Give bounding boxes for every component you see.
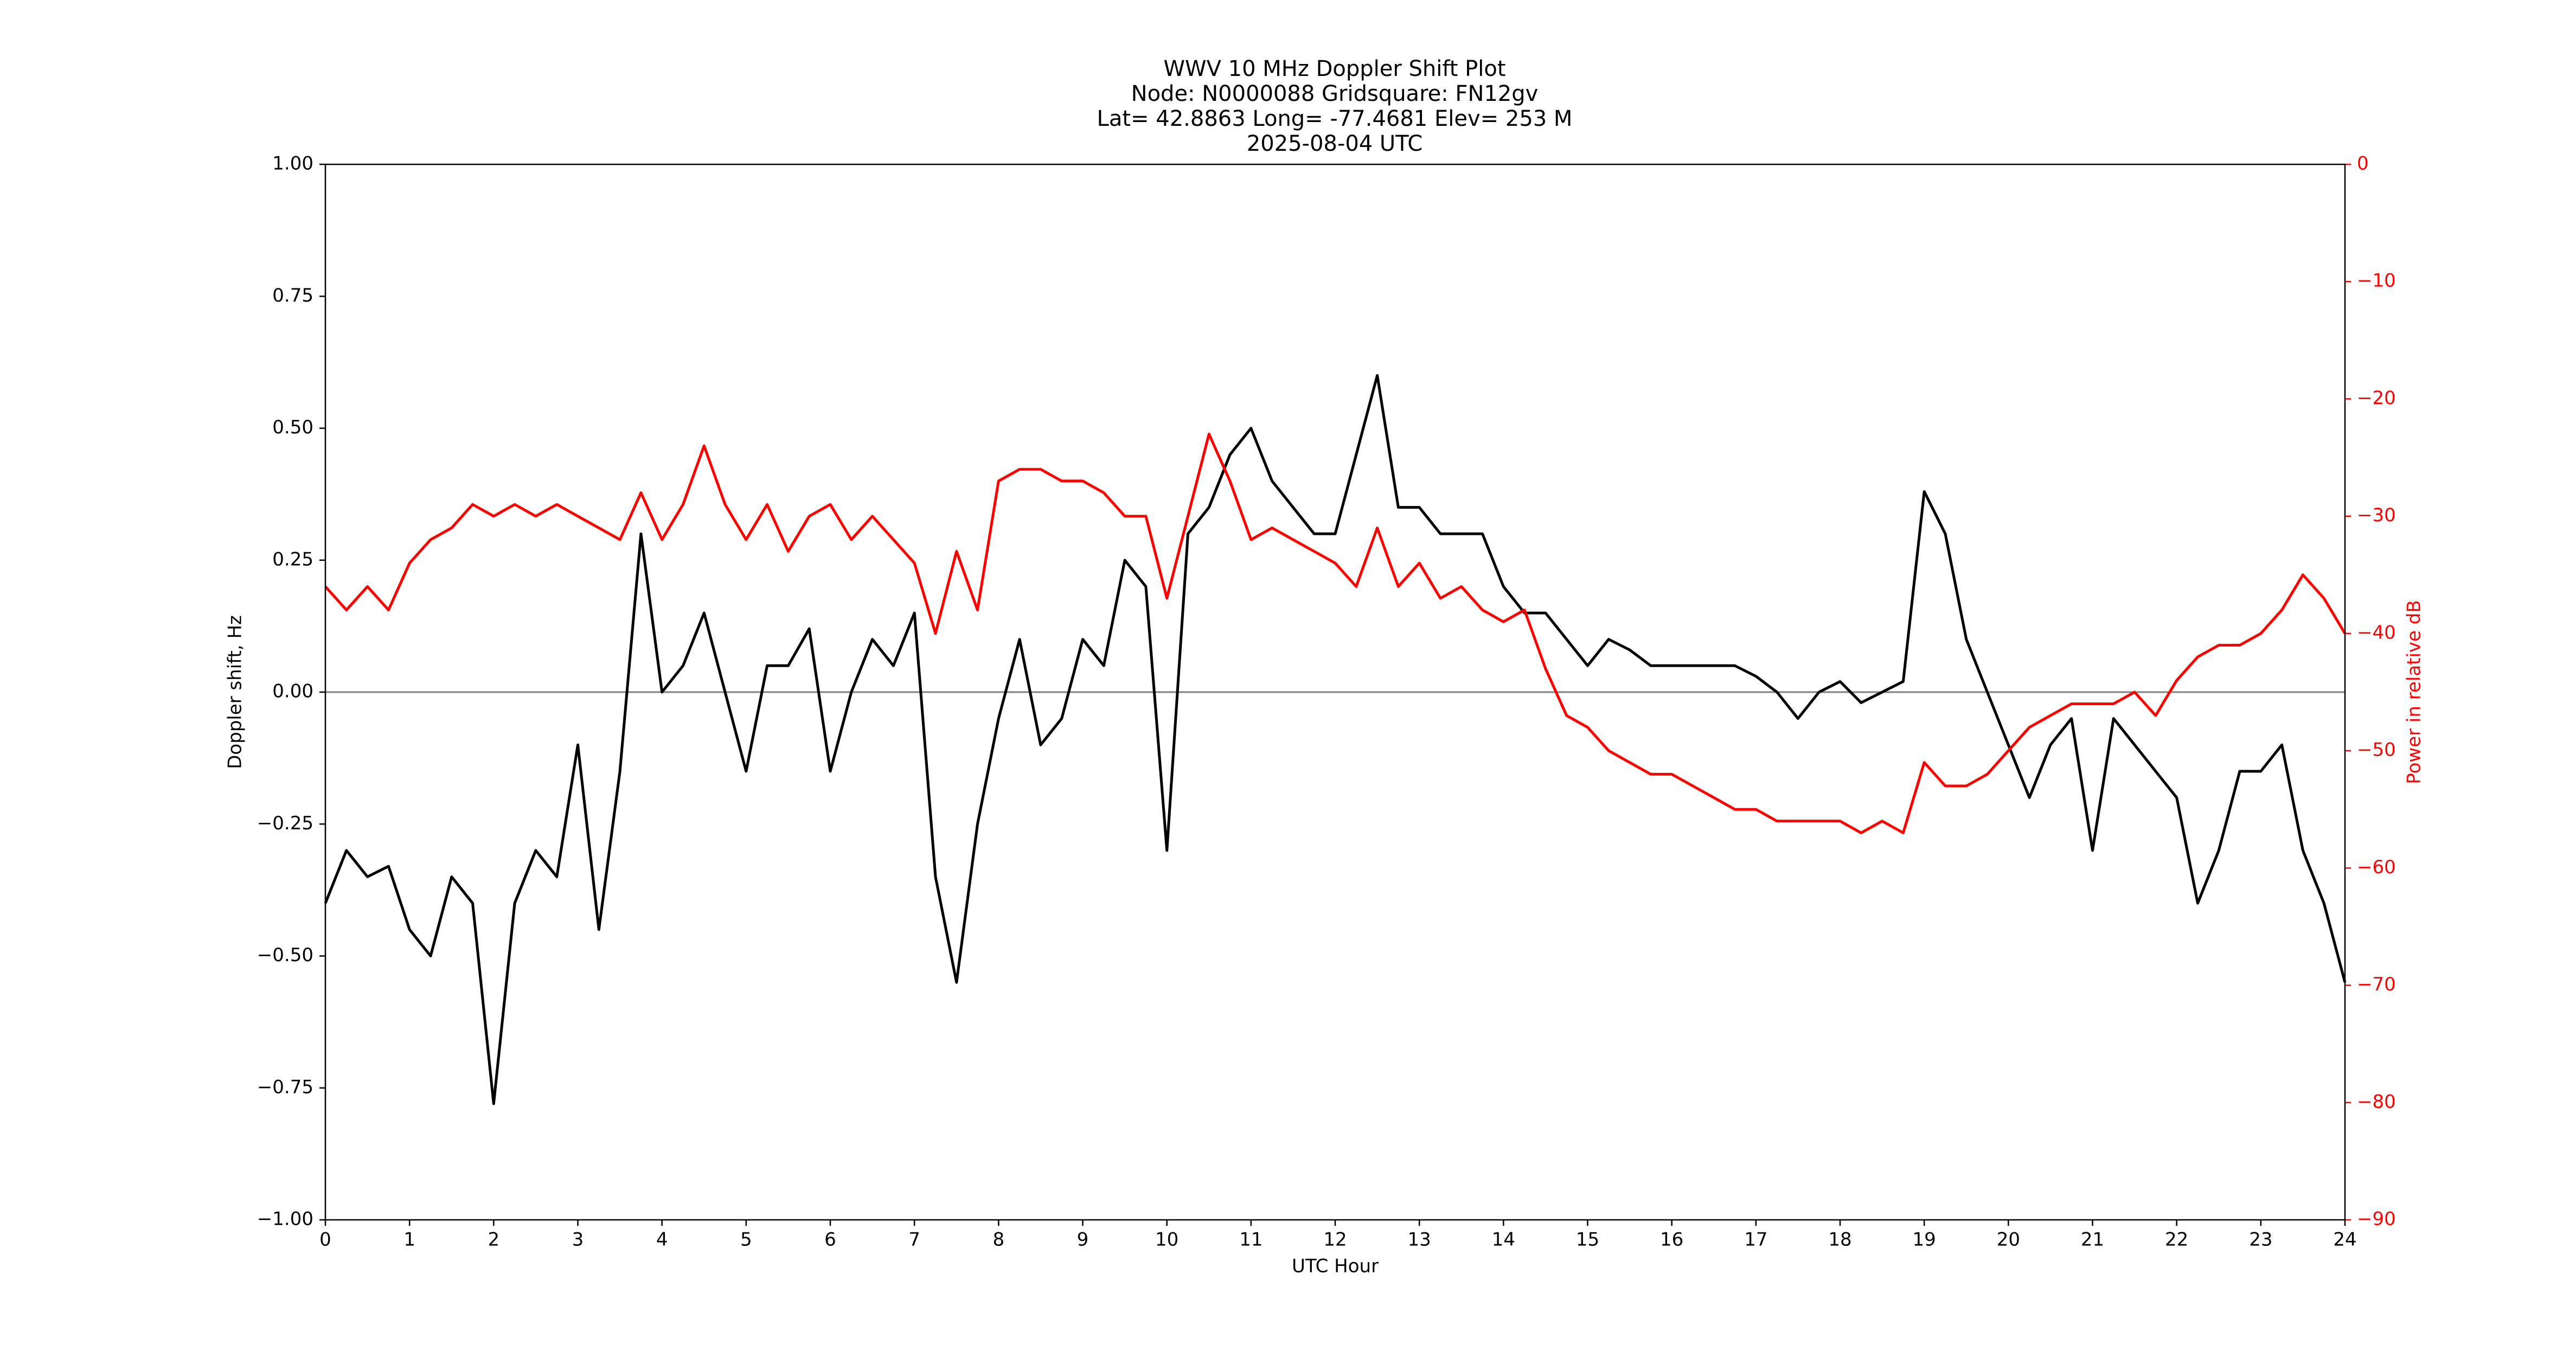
- x-tick-label: 18: [1828, 1229, 1851, 1251]
- chart-title: WWV 10 MHz Doppler Shift Plot: [1163, 56, 1505, 81]
- y2-tick-label: −90: [2357, 1208, 2396, 1230]
- x-tick-label: 22: [2165, 1229, 2188, 1251]
- x-tick-label: 13: [1408, 1229, 1431, 1251]
- data-line: [324, 374, 2347, 1105]
- x-tick-label: 12: [1323, 1229, 1347, 1251]
- y-tick-label: 0.00: [272, 681, 313, 702]
- y2-tick-label: −20: [2357, 387, 2396, 409]
- x-tick-label: 7: [908, 1229, 920, 1251]
- x-tick-label: 17: [1744, 1229, 1767, 1251]
- y2-axis-label: Power in relative dB: [2404, 600, 2425, 784]
- x-tick-label: 10: [1155, 1229, 1178, 1251]
- x-tick-label: 3: [572, 1229, 584, 1251]
- y2-tick-label: −50: [2357, 739, 2396, 761]
- x-tick-label: 6: [824, 1229, 836, 1251]
- x-tick-label: 16: [1660, 1229, 1683, 1251]
- x-tick-label: 9: [1077, 1229, 1089, 1251]
- y-tick-label: 1.00: [272, 153, 313, 175]
- y2-tick-label: 0: [2357, 153, 2369, 175]
- y-tick-label: −1.00: [257, 1208, 313, 1230]
- y2-tick-label: −70: [2357, 974, 2396, 995]
- chart-subtitle: 2025-08-04 UTC: [1247, 131, 1422, 156]
- x-tick-label: 23: [2249, 1229, 2272, 1251]
- x-tick-label: 5: [740, 1229, 752, 1251]
- y-tick-label: −0.50: [257, 944, 313, 966]
- y-tick-label: −0.75: [257, 1076, 313, 1098]
- x-tick-label: 21: [2081, 1229, 2104, 1251]
- x-tick-label: 8: [993, 1229, 1005, 1251]
- x-tick-label: 14: [1492, 1229, 1515, 1251]
- x-tick-label: 19: [1913, 1229, 1936, 1251]
- y2-tick-label: −40: [2357, 622, 2396, 643]
- chart-subtitle: Lat= 42.8863 Long= -77.4681 Elev= 253 M: [1097, 106, 1573, 131]
- chart-subtitle: Node: N0000088 Gridsquare: FN12gv: [1131, 81, 1539, 106]
- x-axis-label: UTC Hour: [1292, 1256, 1379, 1277]
- x-tick-label: 1: [403, 1229, 415, 1251]
- x-tick-label: 0: [319, 1229, 331, 1251]
- y-tick-label: 0.25: [272, 548, 313, 570]
- y2-tick-label: −30: [2357, 504, 2396, 526]
- y2-tick-label: −60: [2357, 856, 2396, 878]
- x-tick-label: 4: [656, 1229, 668, 1251]
- plot-frame: [324, 163, 2346, 1221]
- y-tick-label: 0.50: [272, 417, 313, 438]
- x-tick-label: 15: [1576, 1229, 1599, 1251]
- data-line: [324, 432, 2347, 834]
- y2-tick-label: −80: [2357, 1091, 2396, 1112]
- x-tick-label: 2: [488, 1229, 500, 1251]
- y-tick-label: 0.75: [272, 285, 313, 306]
- x-tick-label: 24: [2333, 1229, 2356, 1251]
- y-axis-label: Doppler shift, Hz: [225, 615, 246, 769]
- y-tick-label: −0.25: [257, 813, 313, 834]
- x-tick-label: 11: [1239, 1229, 1263, 1251]
- y2-tick-label: −10: [2357, 270, 2396, 292]
- x-tick-label: 20: [1997, 1229, 2020, 1251]
